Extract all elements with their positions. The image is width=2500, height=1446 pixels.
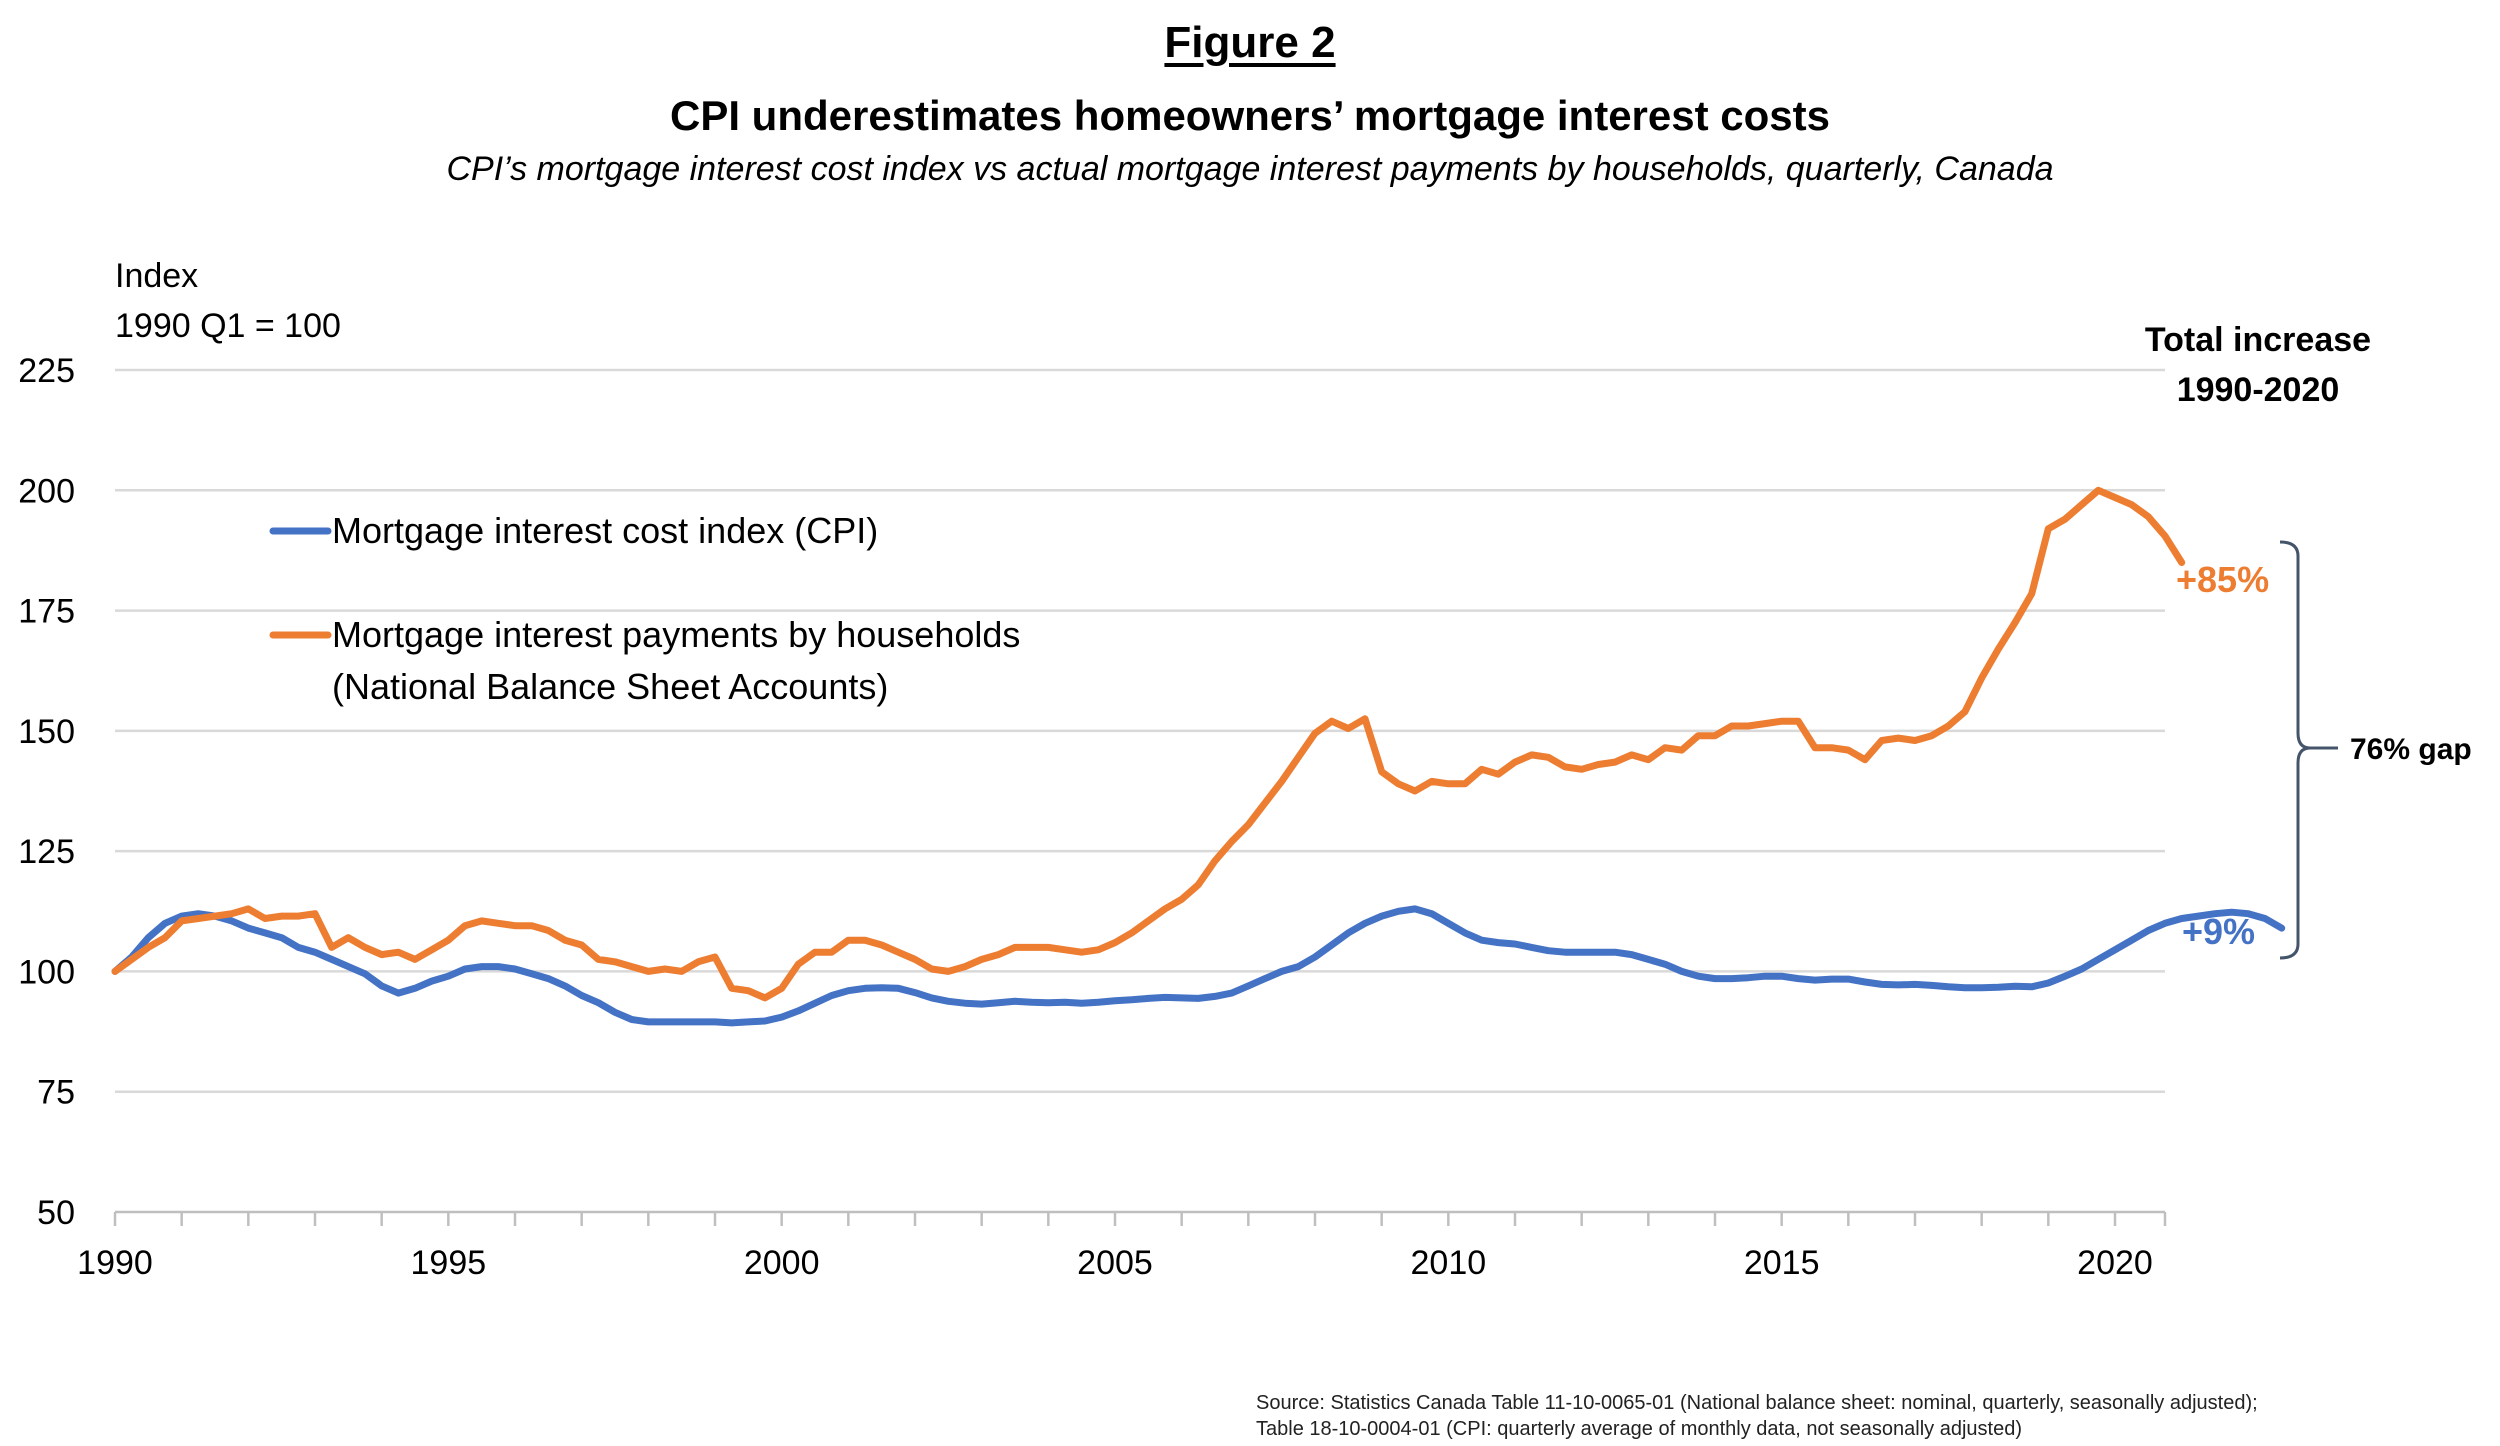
gap-label: 76% gap — [2350, 733, 2472, 766]
y-axis-label-base: 1990 Q1 = 100 — [115, 307, 341, 345]
source-note: Source: Statistics Canada Table 11-10-00… — [1256, 1390, 2258, 1442]
legend: Mortgage interest cost index (CPI) Mortga… — [269, 510, 1020, 707]
chart-title: CPI underestimates homeowners’ mortgage … — [669, 92, 1830, 139]
end-label-cpi: +9% — [2182, 911, 2255, 952]
series-lines — [111, 486, 2286, 1027]
x-tick-label-2020: 2020 — [2077, 1244, 2153, 1282]
y-tick-label-200: 200 — [18, 472, 75, 510]
legend-entry-nbsa-label: Mortgage interest payments by households — [332, 614, 1020, 655]
source-line-2: Table 18-10-0004-01 (CPI: quarterly aver… — [1256, 1418, 2023, 1440]
y-tick-label-100: 100 — [18, 953, 75, 991]
y-axis-tick-labels: 50 75 100 125 150 175 200 225 — [18, 352, 75, 1232]
x-tick-label-1990: 1990 — [77, 1244, 153, 1282]
y-tick-label-125: 125 — [18, 833, 75, 871]
series-line-nbsa — [111, 486, 2186, 1002]
figure-label: Figure 2 — [1164, 18, 1336, 67]
source-line-1: Source: Statistics Canada Table 11-10-00… — [1256, 1392, 2258, 1414]
total-increase-header: Total increase — [2145, 321, 2371, 359]
legend-entry-cpi-label: Mortgage interest cost index (CPI) — [332, 510, 878, 551]
y-tick-label-225: 225 — [18, 352, 75, 390]
x-tick-label-1995: 1995 — [411, 1244, 487, 1282]
y-tick-label-50: 50 — [37, 1194, 75, 1232]
legend-entry-nbsa-label-line2: (National Balance Sheet Accounts) — [332, 666, 888, 707]
y-axis-label: Index — [115, 257, 198, 295]
x-tick-label-2015: 2015 — [1744, 1244, 1820, 1282]
chart-subtitle: CPI’s mortgage interest cost index vs ac… — [446, 150, 2054, 188]
series-line-cpi — [111, 905, 2286, 1027]
gap-bracket — [2279, 540, 2311, 960]
total-increase-period: 1990-2020 — [2177, 371, 2340, 409]
x-tick-label-2005: 2005 — [1077, 1244, 1153, 1282]
y-tick-label-150: 150 — [18, 713, 75, 751]
end-label-nbsa: +85% — [2176, 559, 2269, 600]
y-tick-label-175: 175 — [18, 593, 75, 631]
series-end-labels: +9% +85% — [2176, 559, 2269, 952]
x-tick-label-2010: 2010 — [1411, 1244, 1487, 1282]
y-tick-label-75: 75 — [37, 1074, 75, 1112]
x-axis-ticks: 1990 1995 2000 2005 2010 2015 2020 — [77, 1212, 2167, 1282]
x-tick-label-2000: 2000 — [744, 1244, 820, 1282]
